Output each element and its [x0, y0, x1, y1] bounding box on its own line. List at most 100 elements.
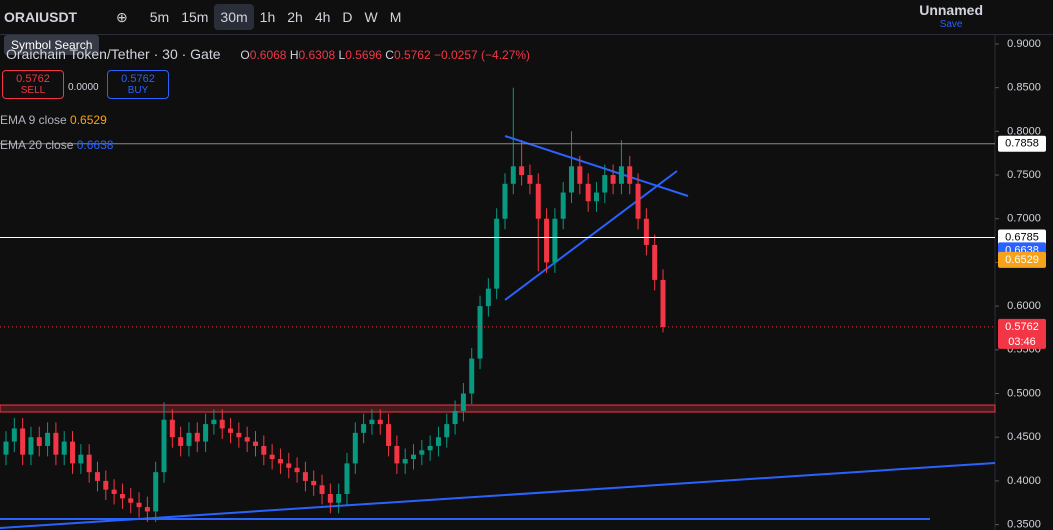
y-tick-label: 0.8000: [1007, 125, 1041, 137]
interval[interactable]: 1h: [259, 9, 276, 25]
body: [94, 472, 100, 481]
body: [211, 419, 217, 425]
y-tick-label: 0.4000: [1007, 475, 1041, 487]
price-label-box: [998, 318, 1046, 349]
body: [336, 493, 342, 503]
body: [78, 454, 84, 464]
body: [3, 441, 9, 455]
indicator-name: EMA 20 close: [0, 138, 74, 152]
legend-title: Oraichain Token/Tether · 30 · Gate: [6, 46, 221, 62]
countdown: 03:46: [1008, 336, 1036, 348]
indicator-name: EMA 9 close: [0, 113, 67, 127]
body: [477, 306, 483, 359]
body: [344, 463, 350, 494]
body: [144, 507, 150, 512]
zone: [0, 404, 996, 413]
body: [244, 437, 250, 442]
body: [660, 279, 666, 327]
c-label: C: [385, 48, 394, 62]
layout-name: Unnamed: [919, 1, 983, 18]
body: [560, 192, 566, 219]
body: [194, 432, 200, 442]
indicator: EMA 9 close 0.6529: [0, 113, 107, 127]
body: [219, 419, 225, 429]
interval[interactable]: 5m: [149, 9, 170, 25]
toolbar: ORAIUSDT ⊕ 5m 15m 30m 1h 2h 4h D W M Unnamed Save: [0, 0, 1053, 35]
body: [419, 450, 425, 455]
y-tick-label: 0.9000: [1007, 38, 1041, 50]
trendline: [504, 135, 689, 197]
tooltip: Symbol Search: [4, 35, 100, 55]
y-tick-label: 0.7500: [1007, 169, 1041, 181]
trendline: [0, 462, 996, 529]
buy: BUY: [127, 85, 149, 96]
body: [327, 493, 333, 503]
body: [70, 441, 76, 464]
body: [427, 445, 433, 451]
body: [377, 419, 383, 425]
body: [169, 419, 175, 438]
y-tick-label: 0.8500: [1007, 82, 1041, 94]
body: [402, 459, 408, 464]
body: [369, 419, 375, 425]
sell-price: 0.5762: [16, 73, 50, 85]
body: [593, 192, 599, 202]
interval[interactable]: D: [342, 9, 353, 25]
y-tick-label: 0.6000: [1007, 300, 1041, 312]
save[interactable]: Save: [939, 18, 963, 30]
body: [460, 393, 466, 411]
body: [186, 432, 192, 446]
price-label: 0.5762: [1005, 321, 1039, 333]
body: [136, 502, 142, 508]
body: [510, 166, 516, 184]
body: [161, 419, 167, 473]
y-tick-label: 0.4500: [1007, 431, 1041, 443]
indicator-value: 0.6529: [70, 113, 107, 127]
body: [311, 480, 317, 486]
body: [294, 467, 300, 473]
body: [569, 166, 575, 193]
body: [544, 218, 550, 263]
body: [45, 432, 51, 446]
body: [236, 432, 242, 438]
indicator-value: 0.6638: [76, 138, 114, 152]
interval[interactable]: W: [364, 9, 378, 25]
body: [494, 218, 500, 289]
l: 0.5696: [345, 48, 382, 62]
body: [128, 498, 134, 503]
buy-button[interactable]: 0.5762 BUY: [107, 70, 169, 99]
body: [627, 166, 633, 184]
body: [277, 459, 283, 464]
interval[interactable]: 4h: [314, 9, 331, 25]
body: [261, 445, 267, 455]
body: [203, 424, 209, 442]
body: [53, 432, 59, 455]
body: [352, 432, 358, 464]
body: [36, 437, 42, 446]
body: [319, 485, 325, 494]
indicator: EMA 20 close 0.6638: [0, 138, 113, 152]
price-label-box: [998, 229, 1046, 246]
body: [411, 454, 417, 460]
interval[interactable]: 15m: [181, 9, 209, 25]
change: −0.0257 (−4.27%): [433, 48, 531, 62]
interval[interactable]: 2h: [287, 9, 303, 25]
o-label: O: [240, 48, 250, 62]
interval[interactable]: 30m: [214, 4, 254, 30]
price-label: 0.6529: [1005, 254, 1039, 266]
legend: Oraichain Token/Tether · 30 · Gate O0.60…: [6, 46, 530, 62]
interval[interactable]: M: [389, 9, 402, 25]
body: [111, 489, 117, 494]
sell-button[interactable]: 0.5762 SELL: [2, 70, 64, 99]
body: [103, 480, 109, 490]
body: [153, 472, 159, 512]
add-symbol[interactable]: ⊕: [116, 8, 128, 25]
y-tick-label: 0.3500: [1007, 518, 1041, 530]
body: [435, 437, 441, 446]
symbol[interactable]: ORAIUSDT: [4, 9, 78, 25]
layout[interactable]: Unnamed Save: [919, 1, 983, 31]
body: [535, 183, 541, 219]
body: [178, 437, 184, 446]
